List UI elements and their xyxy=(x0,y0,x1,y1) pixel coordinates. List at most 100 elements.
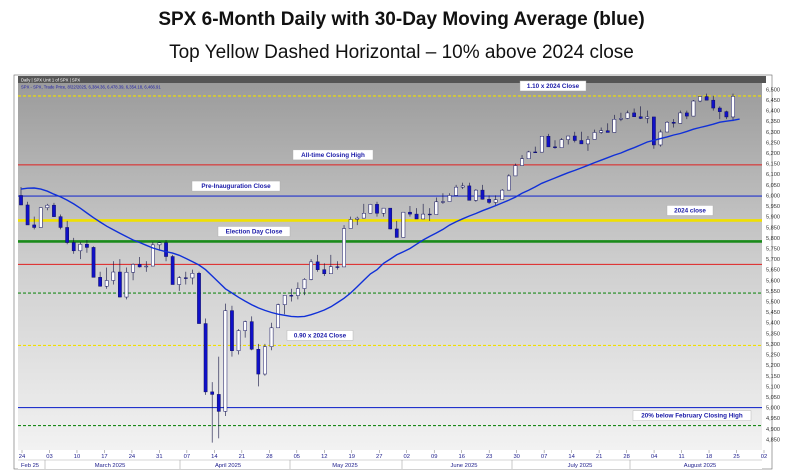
y-tick-30: 5,000 xyxy=(766,406,780,412)
x-tick-2: 10 xyxy=(74,454,80,460)
candle-body-1 xyxy=(25,204,30,226)
candle-body-5 xyxy=(52,204,56,217)
x-tick-12: 19 xyxy=(349,454,355,460)
candle-body-2 xyxy=(32,224,37,228)
candle-body-57 xyxy=(394,228,399,238)
level-label-1: All-time Closing High xyxy=(301,152,365,159)
candle-body-41 xyxy=(289,295,294,297)
level-label-box-3 xyxy=(666,205,714,216)
candle-body-9 xyxy=(78,243,83,252)
x-tick-17: 23 xyxy=(486,454,492,460)
y-tick-1: 6,450 xyxy=(766,98,780,104)
y-tick-28: 5,100 xyxy=(766,384,780,390)
x-tick-6: 07 xyxy=(184,454,190,460)
candle-body-53 xyxy=(368,204,373,214)
x-tick-3: 17 xyxy=(101,454,107,460)
candle-body-49 xyxy=(342,228,346,268)
candle-body-15 xyxy=(118,271,122,298)
x-tick-19: 07 xyxy=(541,454,547,460)
candle-body-90 xyxy=(612,119,617,133)
month-label-0: Feb 25 xyxy=(21,463,39,469)
candle-body-59 xyxy=(408,211,412,215)
level-label-2: Pre-Inauguration Close xyxy=(201,183,271,190)
y-tick-16: 5,700 xyxy=(766,257,780,263)
candle-body-64 xyxy=(441,201,445,203)
candle-body-8 xyxy=(71,242,76,252)
candle-body-69 xyxy=(474,189,478,201)
y-tick-20: 5,500 xyxy=(766,300,780,306)
level-label-box-0 xyxy=(519,80,587,92)
y-tick-0: 6,500 xyxy=(766,87,780,93)
candle-body-80 xyxy=(546,135,551,148)
y-tick-11: 5,950 xyxy=(766,204,780,210)
candle-body-92 xyxy=(625,112,630,119)
candle-body-58 xyxy=(401,211,406,238)
x-tick-1: 03 xyxy=(46,454,52,460)
candle-body-88 xyxy=(599,130,603,133)
y-tick-13: 5,850 xyxy=(766,225,780,231)
candle-body-82 xyxy=(559,139,564,148)
x-tick-13: 27 xyxy=(376,454,382,460)
candle-body-71 xyxy=(487,199,491,203)
candle-body-56 xyxy=(388,207,393,230)
candle-body-24 xyxy=(177,277,182,285)
candle-body-34 xyxy=(243,321,247,331)
candle-body-91 xyxy=(619,118,623,120)
candle-body-66 xyxy=(454,186,458,196)
candle-body-108 xyxy=(731,96,735,118)
y-tick-26: 5,200 xyxy=(766,363,780,369)
candle-body-79 xyxy=(539,135,544,153)
candle-body-26 xyxy=(190,273,195,279)
candle-body-51 xyxy=(355,217,360,220)
x-tick-14: 02 xyxy=(404,454,410,460)
candle-body-74 xyxy=(507,175,511,191)
level-label-4: Election Day Close xyxy=(226,228,283,235)
candle-body-20 xyxy=(151,244,155,267)
candle-body-11 xyxy=(91,247,96,278)
candle-body-38 xyxy=(269,327,274,347)
level-label-7: 0.90 x 2024 Close xyxy=(294,332,347,339)
candle-body-50 xyxy=(348,219,353,229)
level-label-box-7 xyxy=(286,330,354,341)
candle-body-4 xyxy=(45,204,50,208)
candle-body-16 xyxy=(124,271,129,298)
candle-body-89 xyxy=(605,130,610,133)
x-tick-21: 21 xyxy=(596,454,602,460)
candle-body-73 xyxy=(500,189,505,200)
y-tick-25: 5,250 xyxy=(766,353,780,359)
candle-body-37 xyxy=(263,346,267,375)
y-tick-2: 6,400 xyxy=(766,109,780,115)
candle-body-75 xyxy=(513,165,518,177)
candle-body-27 xyxy=(197,273,201,324)
y-tick-19: 5,550 xyxy=(766,289,780,295)
x-tick-5: 31 xyxy=(156,454,162,460)
y-tick-17: 5,650 xyxy=(766,268,780,274)
candle-body-44 xyxy=(309,261,313,280)
candle-body-10 xyxy=(85,243,89,248)
candle-body-63 xyxy=(434,201,439,215)
y-tick-18: 5,600 xyxy=(766,278,780,284)
y-tick-23: 5,350 xyxy=(766,331,780,337)
month-label-3: May 2025 xyxy=(332,463,357,469)
candle-body-102 xyxy=(691,100,696,117)
candle-body-87 xyxy=(592,132,597,140)
x-tick-24: 11 xyxy=(679,454,685,460)
candle-body-14 xyxy=(111,271,116,281)
y-tick-24: 5,300 xyxy=(766,342,780,348)
candle-body-72 xyxy=(493,199,498,203)
x-tick-10: 05 xyxy=(294,454,300,460)
x-tick-18: 30 xyxy=(513,454,519,460)
candle-body-76 xyxy=(520,158,524,166)
candle-body-60 xyxy=(414,213,419,220)
y-tick-22: 5,400 xyxy=(766,321,780,327)
candle-body-77 xyxy=(526,151,531,159)
candle-body-22 xyxy=(164,242,168,257)
candle-body-21 xyxy=(157,242,162,246)
x-tick-25: 18 xyxy=(706,454,712,460)
candle-body-48 xyxy=(335,266,340,268)
y-tick-15: 5,750 xyxy=(766,246,780,252)
level-label-box-2 xyxy=(191,180,281,192)
candle-body-52 xyxy=(361,213,366,219)
candle-body-39 xyxy=(276,304,280,329)
candle-body-13 xyxy=(104,280,109,287)
